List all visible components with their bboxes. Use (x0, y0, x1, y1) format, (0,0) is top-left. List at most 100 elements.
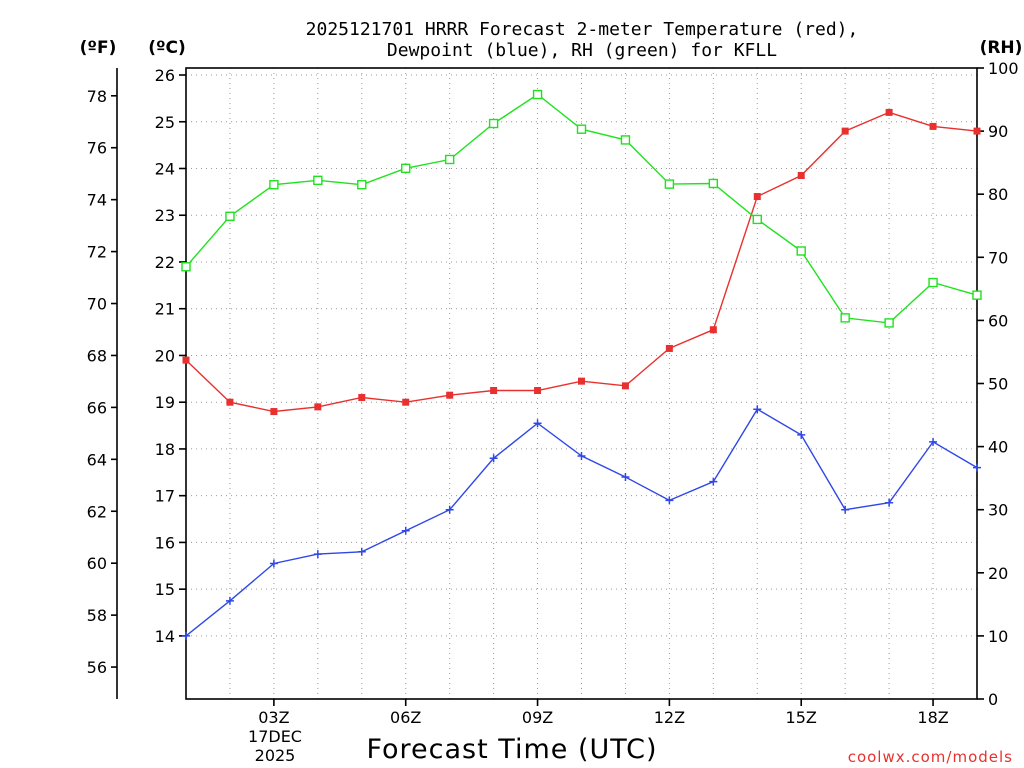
x-tick-label: 18Z (917, 708, 948, 727)
dewpoint-point (929, 437, 938, 446)
data-series (181, 89, 982, 640)
rh-point (357, 180, 367, 190)
temperature-point (534, 387, 542, 395)
x-tick-label: 09Z (522, 708, 553, 727)
celsius-tick-label: 16 (155, 533, 175, 552)
rh-point (532, 89, 543, 100)
chart-axes: 56 58 60 62 64 66 68 70 72 74 76 78 14 15 16 17 18 19 20 21… (87, 59, 1019, 727)
fahrenheit-axis-label: (ºF) (80, 38, 117, 58)
rh-point (401, 163, 411, 174)
date-label-year: 2025 (255, 746, 296, 765)
celsius-tick-label: 18 (155, 440, 175, 459)
dewpoint-point (225, 596, 234, 605)
temperature-series (182, 108, 981, 416)
dewpoint-point (313, 550, 322, 559)
fahrenheit-tick-label: 60 (87, 554, 107, 573)
rh-point (225, 211, 235, 221)
rh-tick-label: 80 (988, 185, 1008, 204)
rh-tick-label: 0 (988, 690, 998, 709)
grid-lines (186, 68, 977, 699)
date-label-day: 17DEC (248, 727, 302, 746)
fahrenheit-tick-label: 74 (87, 191, 107, 210)
fahrenheit-tick-label: 76 (87, 139, 107, 158)
rh-tick-label: 30 (988, 501, 1008, 520)
rh-tick-label: 50 (988, 375, 1008, 394)
dewpoint-point (841, 505, 850, 514)
fahrenheit-tick-label: 78 (87, 87, 107, 106)
rh-point (928, 277, 938, 288)
dewpoint-point (709, 477, 718, 486)
temperature-point (841, 127, 849, 135)
fahrenheit-tick-label: 66 (87, 398, 107, 417)
dewpoint-point (489, 454, 498, 463)
dewpoint-point (973, 463, 981, 472)
rh-point (796, 246, 806, 256)
fahrenheit-tick-label: 64 (87, 450, 107, 469)
celsius-tick-label: 26 (155, 66, 175, 85)
dewpoint-point (753, 405, 762, 414)
rh-point (269, 180, 279, 190)
rh-point (884, 318, 894, 328)
temperature-point (709, 326, 717, 334)
x-axis-title: Forecast Time (UTC) (366, 734, 657, 765)
celsius-tick-label: 24 (155, 159, 175, 178)
fahrenheit-tick-label: 72 (87, 243, 107, 262)
temperature-point (358, 394, 366, 402)
rh-tick-label: 40 (988, 438, 1008, 457)
rh-tick-label: 20 (988, 564, 1008, 583)
rh-tick-label: 60 (988, 311, 1008, 330)
rh-point (708, 178, 719, 189)
celsius-tick-label: 22 (155, 253, 175, 272)
rh-point (444, 154, 455, 165)
dewpoint-point (621, 472, 630, 481)
dewpoint-point (533, 419, 542, 428)
rh-point (181, 262, 191, 272)
dewpoint-point (357, 547, 366, 556)
celsius-tick-label: 21 (155, 300, 175, 319)
rh-point (664, 179, 675, 189)
dewpoint-point (401, 526, 410, 535)
rh-tick-label: 90 (988, 122, 1008, 141)
temperature-point (973, 127, 981, 135)
rh-axis-label: (RH) (980, 38, 1023, 58)
rh-point (313, 175, 323, 186)
dewpoint-series (182, 405, 981, 640)
fahrenheit-tick-label: 58 (87, 606, 107, 625)
x-tick-label: 06Z (390, 708, 421, 727)
temperature-point (753, 193, 761, 201)
celsius-tick-label: 19 (155, 393, 175, 412)
dewpoint-point (885, 498, 894, 507)
temperature-point (490, 387, 498, 395)
celsius-tick-label: 23 (155, 206, 175, 225)
chart-title-line-2: Dewpoint (blue), RH (green) for KFLL (387, 40, 777, 61)
temperature-point (885, 108, 893, 116)
fahrenheit-tick-label: 56 (87, 658, 107, 677)
temperature-point (578, 377, 585, 385)
rh-tick-label: 70 (988, 248, 1008, 267)
celsius-tick-label: 25 (155, 113, 175, 132)
dewpoint-point (665, 496, 674, 505)
dewpoint-point (577, 451, 586, 460)
credit-text: coolwx.com/models (848, 748, 1013, 766)
rh-series (181, 89, 982, 328)
temperature-point (402, 398, 410, 406)
temperature-point (226, 398, 234, 406)
temperature-point (797, 172, 805, 180)
x-tick-label: 03Z (258, 708, 289, 727)
celsius-tick-label: 17 (155, 487, 175, 506)
temperature-point (182, 356, 190, 364)
rh-point (752, 214, 762, 225)
chart-title-line-1: 2025121701 HRRR Forecast 2-meter Tempera… (306, 19, 859, 40)
celsius-tick-label: 14 (155, 627, 175, 646)
fahrenheit-tick-label: 62 (87, 502, 107, 521)
temperature-point (314, 403, 322, 411)
temperature-point (270, 408, 278, 416)
celsius-tick-label: 15 (155, 580, 175, 599)
rh-point (840, 313, 850, 323)
celsius-axis-label: (ºC) (148, 38, 186, 58)
rh-point (488, 118, 499, 129)
temperature-point (621, 382, 629, 390)
x-tick-label: 15Z (786, 708, 817, 727)
rh-tick-label: 100 (988, 59, 1019, 78)
